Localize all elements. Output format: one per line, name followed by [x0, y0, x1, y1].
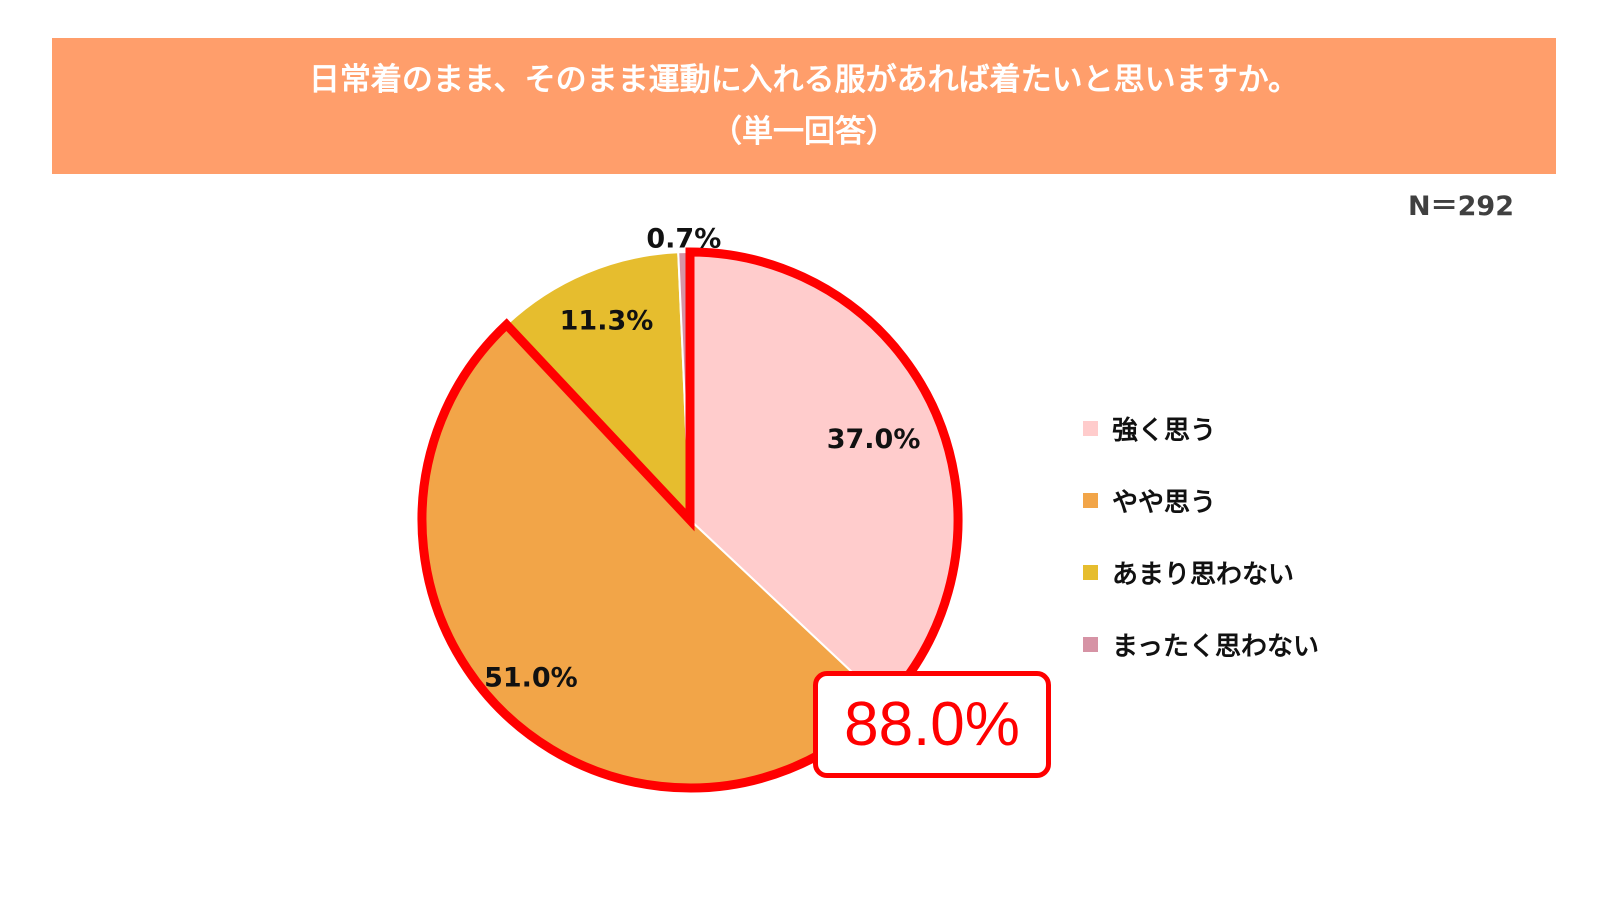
chart-title-banner: 日常着のまま、そのまま運動に入れる服があれば着たいと思いますか。 （単一回答） — [52, 38, 1556, 174]
legend-item-2: あまり思わない — [1083, 536, 1319, 608]
slice-label-0: 37.0% — [827, 424, 921, 455]
legend-label-3: まったく思わない — [1112, 631, 1319, 662]
legend-item-3: まったく思わない — [1083, 608, 1319, 680]
legend-label-0: 強く思う — [1112, 415, 1217, 446]
slice-label-1: 51.0% — [484, 663, 578, 694]
legend-swatch-3 — [1083, 636, 1098, 652]
slice-label-3: 0.7% — [646, 224, 721, 255]
chart-subtitle: （単一回答） — [711, 114, 897, 150]
slice-label-2: 11.3% — [560, 305, 654, 336]
legend-swatch-1 — [1083, 492, 1098, 508]
chart-title: 日常着のまま、そのまま運動に入れる服があれば着たいと思いますか。 — [308, 62, 1300, 98]
legend-item-0: 強く思う — [1083, 392, 1319, 464]
sample-size-label: N＝292 — [1408, 191, 1514, 222]
legend-swatch-2 — [1083, 564, 1098, 580]
legend-item-1: やや思う — [1083, 464, 1319, 536]
legend-swatch-0 — [1083, 420, 1098, 436]
legend: 強く思うやや思うあまり思わない まったく思わない — [1083, 392, 1319, 680]
highlight-total-callout: 88.0% — [813, 671, 1051, 778]
highlight-outline — [417, 247, 963, 793]
pie-slice-2 — [505, 251, 692, 523]
legend-label-1: やや思う — [1112, 487, 1217, 518]
legend-label-2: あまり思わない — [1112, 559, 1295, 590]
